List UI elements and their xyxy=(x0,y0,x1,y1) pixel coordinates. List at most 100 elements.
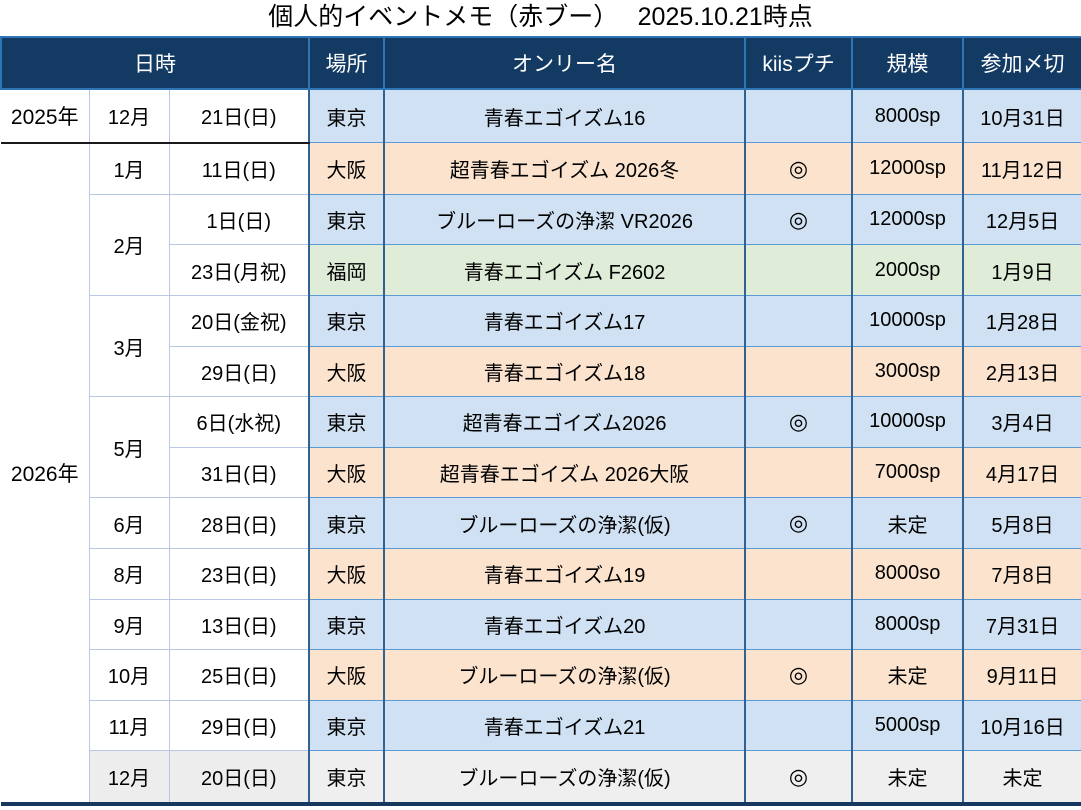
kiis-cell xyxy=(744,446,854,499)
place-cell: 東京 xyxy=(308,497,386,549)
scale-cell: 3000sp xyxy=(851,345,965,398)
place-cell: 大阪 xyxy=(308,547,386,600)
place-cell: 東京 xyxy=(308,295,386,347)
deadline-cell: 11月12日 xyxy=(962,142,1081,195)
table-row: 6月 28日(日) 東京 ブルーローズの浄潔(仮) ◎ 未定 5月8日 xyxy=(1,497,1081,549)
kiis-cell xyxy=(744,345,854,398)
deadline-cell: 3月4日 xyxy=(962,396,1081,448)
scale-cell: 10000sp xyxy=(851,295,965,347)
day-cell: 31日(日) xyxy=(168,446,310,499)
day-cell: 20日(金祝) xyxy=(168,295,310,347)
day-cell: 21日(日) xyxy=(168,88,310,144)
table-row: 5月 6日(水祝) 東京 超青春エゴイズム2026 ◎ 10000sp 3月4日 xyxy=(1,396,1081,499)
table-row: 3月 20日(金祝) 東京 青春エゴイズム17 10000sp 1月28日 xyxy=(1,295,1081,398)
table-row: 2025年 12月 21日(日) 東京 青春エゴイズム16 8000sp 10月… xyxy=(1,88,1081,144)
kiis-cell xyxy=(744,598,854,651)
day-cell: 25日(日) xyxy=(168,649,310,701)
scale-cell: 10000sp xyxy=(851,396,965,448)
place-cell: 東京 xyxy=(308,750,386,805)
month-cell: 3月 xyxy=(88,295,170,398)
deadline-cell: 5月8日 xyxy=(962,497,1081,549)
kiis-cell: ◎ xyxy=(744,649,854,701)
header-datetime: 日時 xyxy=(0,36,311,90)
table-row: 31日(日) 大阪 超青春エゴイズム 2026大阪 7000sp 4月17日 xyxy=(1,446,1081,499)
day-cell: 29日(日) xyxy=(168,345,310,398)
table-row: 23日(月祝) 福岡 青春エゴイズム F2602 2000sp 1月9日 xyxy=(1,244,1081,297)
year-cell: 2025年 xyxy=(1,89,89,144)
scale-cell: 12000sp xyxy=(851,193,965,246)
scale-cell: 未定 xyxy=(851,750,965,805)
month-cell: 8月 xyxy=(88,547,170,600)
month-cell: 2月 xyxy=(88,193,170,297)
table-row: 11月 29日(日) 東京 青春エゴイズム21 5000sp 10月16日 xyxy=(1,699,1081,752)
deadline-cell: 10月31日 xyxy=(962,88,1081,144)
month-cell: 9月 xyxy=(88,598,170,651)
deadline-cell: 9月11日 xyxy=(962,649,1081,701)
deadline-cell: 7月8日 xyxy=(962,547,1081,600)
page-title: 個人的イベントメモ（赤ブー） 2025.10.21時点 xyxy=(268,3,813,31)
deadline-cell: 未定 xyxy=(962,750,1081,805)
table-row: 2月 1日(日) 東京 ブルーローズの浄潔 VR2026 ◎ 12000sp 1… xyxy=(1,193,1081,297)
event-name-cell: 青春エゴイズム20 xyxy=(383,598,747,651)
table-row: 8月 23日(日) 大阪 青春エゴイズム19 8000so 7月8日 xyxy=(1,547,1081,600)
month-cell: 10月 xyxy=(88,649,170,701)
scale-cell: 未定 xyxy=(851,649,965,701)
kiis-cell xyxy=(744,547,854,600)
table-row: 2026年 1月 11日(日) 大阪 超青春エゴイズム 2026冬 ◎ 1200… xyxy=(1,142,1081,804)
month-cell: 6月 xyxy=(88,497,170,549)
scale-cell: 7000sp xyxy=(851,446,965,499)
year-cell: 2026年 xyxy=(1,142,89,804)
kiis-cell: ◎ xyxy=(744,497,854,549)
day-cell: 29日(日) xyxy=(168,699,310,752)
table-row: 12月 20日(日) 東京 ブルーローズの浄潔(仮) ◎ 未定 未定 xyxy=(1,750,1081,805)
kiis-cell: ◎ xyxy=(744,750,854,805)
month-cell: 1月 xyxy=(88,142,170,195)
event-name-cell: ブルーローズの浄潔(仮) xyxy=(383,750,747,805)
deadline-cell: 12月5日 xyxy=(962,193,1081,246)
kiis-cell: ◎ xyxy=(744,193,854,246)
event-name-cell: 青春エゴイズム F2602 xyxy=(383,244,747,297)
deadline-cell: 10月16日 xyxy=(962,699,1081,752)
event-name-cell: 超青春エゴイズム2026 xyxy=(383,396,747,448)
event-name-cell: ブルーローズの浄潔(仮) xyxy=(383,497,747,549)
header-row: 日時 場所 オンリー名 kiisプチ 規模 参加〆切 xyxy=(0,36,1081,90)
month-cell: 12月 xyxy=(88,750,170,805)
header-scale: 規模 xyxy=(851,36,965,90)
kiis-cell: ◎ xyxy=(744,142,854,195)
deadline-cell: 2月13日 xyxy=(962,345,1081,398)
kiis-cell xyxy=(744,295,854,347)
place-cell: 東京 xyxy=(308,396,386,448)
scale-cell: 8000sp xyxy=(851,598,965,651)
month-cell: 12月 xyxy=(88,88,170,144)
header-event-name: オンリー名 xyxy=(383,36,747,90)
month-cell: 5月 xyxy=(88,396,170,499)
day-cell: 13日(日) xyxy=(168,598,310,651)
day-cell: 23日(月祝) xyxy=(168,244,310,297)
place-cell: 大阪 xyxy=(308,649,386,701)
scale-cell: 8000sp xyxy=(851,88,965,144)
table-row: 10月 25日(日) 大阪 ブルーローズの浄潔(仮) ◎ 未定 9月11日 xyxy=(1,649,1081,701)
place-cell: 福岡 xyxy=(308,244,386,297)
day-cell: 28日(日) xyxy=(168,497,310,549)
event-name-cell: 青春エゴイズム21 xyxy=(383,699,747,752)
day-cell: 23日(日) xyxy=(168,547,310,600)
place-cell: 東京 xyxy=(308,598,386,651)
place-cell: 大阪 xyxy=(308,345,386,398)
scale-cell: 未定 xyxy=(851,497,965,549)
header-kiis-petit: kiisプチ xyxy=(744,36,854,90)
kiis-cell xyxy=(744,244,854,297)
scale-cell: 12000sp xyxy=(851,142,965,195)
deadline-cell: 7月31日 xyxy=(962,598,1081,651)
deadline-cell: 1月9日 xyxy=(962,244,1081,297)
kiis-cell: ◎ xyxy=(744,396,854,448)
header-entry-deadline: 参加〆切 xyxy=(962,36,1081,90)
place-cell: 東京 xyxy=(308,88,386,144)
deadline-cell: 1月28日 xyxy=(962,295,1081,347)
event-name-cell: 青春エゴイズム18 xyxy=(383,345,747,398)
scale-cell: 8000so xyxy=(851,547,965,600)
place-cell: 東京 xyxy=(308,699,386,752)
table-row: 9月 13日(日) 東京 青春エゴイズム20 8000sp 7月31日 xyxy=(1,598,1081,651)
event-name-cell: 青春エゴイズム17 xyxy=(383,295,747,347)
kiis-cell xyxy=(744,699,854,752)
day-cell: 1日(日) xyxy=(168,193,310,246)
